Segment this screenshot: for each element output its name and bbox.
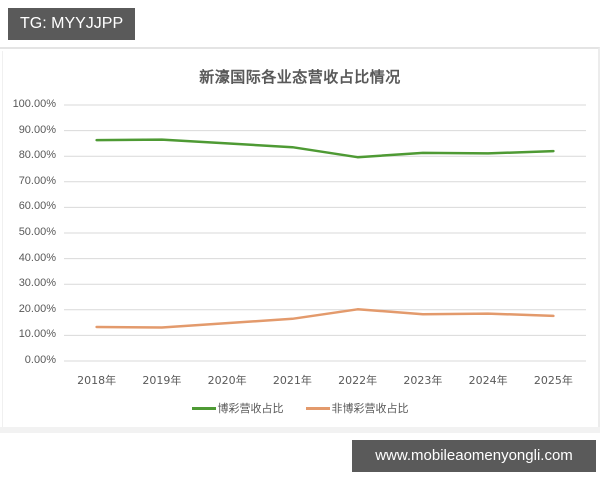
y-tick-label: 10.00% [18, 328, 56, 341]
legend-item-non-gaming[interactable]: 非博彩营收占比 [305, 400, 409, 416]
y-tick-label: 60.00% [18, 200, 56, 213]
y-tick-label: 100.00% [12, 98, 56, 110]
y-tick-label: 90.00% [18, 123, 56, 136]
legend-swatch-non-gaming-icon [305, 406, 330, 410]
x-tick-label: 2025年 [533, 374, 573, 387]
legend-label-gaming: 博彩营收占比 [217, 402, 284, 415]
y-tick-label: 20.00% [18, 302, 56, 315]
x-tick-label: 2021年 [272, 374, 312, 387]
y-tick-label: 0.00% [24, 354, 56, 366]
chart-card [0, 47, 600, 429]
x-tick-label: 2020年 [207, 374, 247, 387]
y-tick-label: 40.00% [18, 251, 56, 264]
y-tick-label: 30.00% [18, 277, 56, 290]
x-tick-label: 2018年 [77, 374, 117, 387]
watermark-bottom-label: www.mobileaomenyongli.com [352, 440, 596, 472]
x-tick-label: 2019年 [142, 374, 182, 387]
legend-label-non-gaming: 非博彩营收占比 [331, 402, 409, 415]
series-line-gaming[interactable] [95, 138, 555, 159]
legend: 博彩营收占比 非博彩营收占比 [0, 400, 600, 416]
chart-title: 新濠国际各业态营收占比情况 [199, 68, 401, 86]
legend-swatch-gaming-icon [191, 406, 216, 410]
divider-band [0, 427, 600, 433]
y-tick-label: 70.00% [18, 174, 56, 187]
watermark-top-label: TG: MYYJJPP [8, 8, 136, 40]
y-tick-label: 50.00% [18, 226, 56, 238]
x-tick-label: 2023年 [403, 374, 443, 387]
x-tick-label: 2024年 [468, 374, 508, 387]
x-tick-label: 2022年 [338, 374, 378, 387]
legend-item-gaming[interactable]: 博彩营收占比 [191, 400, 284, 416]
y-tick-label: 80.00% [18, 149, 56, 162]
series-line-non-gaming[interactable] [95, 308, 555, 329]
